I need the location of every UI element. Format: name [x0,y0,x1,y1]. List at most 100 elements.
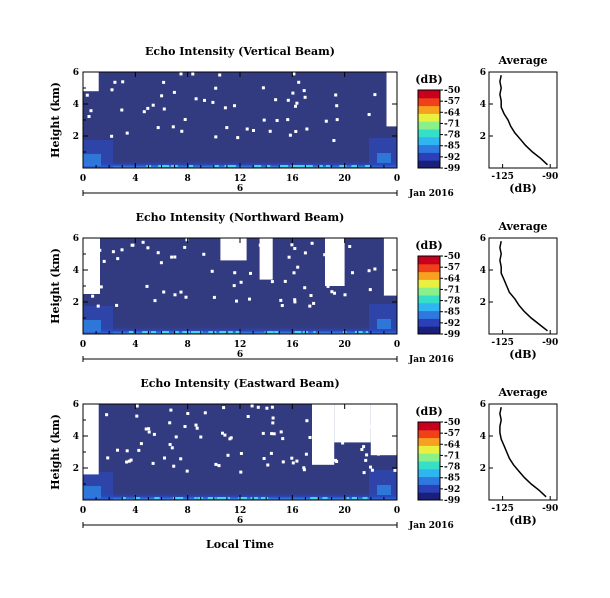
colorbar-swatch [418,492,440,501]
missing-data-pixel [333,291,336,295]
missing-data-pixel [214,86,218,90]
missing-data-pixel [89,109,93,113]
missing-data-pixel [261,86,265,90]
average-y-tick-label: 2 [480,298,486,308]
missing-data-pixel [304,452,308,456]
missing-data-pixel [156,251,160,255]
y-tick-label: 2 [73,464,79,474]
colorbar-swatch [418,445,440,454]
missing-data-region [83,404,99,475]
ground-echo-speck [365,165,370,167]
colorbar-frame [417,89,441,169]
missing-data-pixel [250,404,254,408]
missing-data-pixel [87,247,91,251]
ground-echo-speck [322,497,328,499]
missing-data-pixel [141,240,145,244]
colorbar-swatch [418,105,440,114]
colorbar-swatch [418,144,440,153]
colorbar-tick-label: -99 [444,496,460,506]
missing-data-pixel [293,300,297,304]
missing-data-pixel [218,73,222,77]
missing-data-pixel [233,104,236,108]
average-y-tick-label: 2 [480,464,486,474]
missing-data-pixel [333,256,337,260]
missing-data-pixel [125,460,129,464]
missing-data-pixel [245,127,249,131]
missing-data-pixel [286,98,290,102]
x-tick-label: 0 [80,340,86,350]
average-x-tick-label: -90 [542,172,558,182]
missing-data-pixel [168,443,172,446]
missing-data-region [312,404,335,465]
missing-data-pixel [334,93,338,97]
ground-echo-speck [293,165,298,167]
missing-data-pixel [111,250,115,254]
missing-data-pixel [194,423,198,427]
y-tick-label: 6 [73,400,79,410]
colorbar-tick-label: -57 [444,263,460,273]
missing-data-pixel [174,435,178,439]
missing-data-pixel [364,427,368,431]
missing-data-pixel [214,135,218,139]
missing-data-pixel [293,298,297,302]
missing-data-pixel [270,405,274,409]
missing-data-pixel [365,453,369,457]
missing-data-pixel [295,459,299,463]
missing-data-pixel [318,408,322,412]
colorbar-tick-label: -85 [444,474,460,484]
y-tick-label: 4 [73,266,79,276]
ground-echo-speck [220,497,228,499]
missing-data-pixel [127,459,131,463]
missing-data-pixel [279,298,283,302]
missing-data-pixel [159,261,163,265]
missing-data-pixel [258,243,262,247]
colorbar-swatch [418,279,440,288]
average-profile-line [499,75,549,166]
ground-echo-speck [158,165,163,167]
missing-data-pixel [348,419,352,423]
missing-data-pixel [98,248,102,252]
missing-data-pixel [351,271,354,275]
ground-echo-speck [295,331,302,333]
missing-data-pixel [183,245,187,249]
colorbar-tick-label: -71 [444,285,460,295]
early-echo-core [83,154,101,166]
missing-data-pixel [309,294,313,297]
missing-data-pixel [364,458,368,462]
x-tick-label: 20 [338,174,351,184]
missing-data-pixel [268,129,272,133]
missing-data-pixel [236,136,240,140]
missing-data-pixel [373,267,377,271]
y-tick-label: 2 [73,298,79,308]
missing-data-pixel [86,424,89,428]
ground-echo-speck [187,331,190,333]
missing-data-pixel [183,425,187,428]
colorbar-label: (dB) [415,239,442,252]
missing-data-pixel [265,406,269,410]
colorbar-tick-label: -92 [444,319,460,329]
average-profile-line [499,407,547,498]
colorbar-swatch [418,422,440,431]
missing-data-pixel [340,281,344,285]
y-tick-label: 4 [73,100,79,110]
missing-data-pixel [367,113,371,116]
missing-data-pixel [99,285,103,289]
x-tick-label: 8 [185,340,191,350]
colorbar-tick-label: -78 [444,297,460,307]
missing-data-pixel [135,414,139,418]
date-month-label: Jan 2016 [408,355,454,365]
ground-echo-speck [238,497,245,499]
missing-data-pixel [384,438,388,442]
x-tick-label: 20 [338,340,351,350]
missing-data-pixel [305,127,309,131]
average-frame [488,71,558,169]
missing-data-pixel [337,267,341,271]
average-y-tick-label: 6 [480,68,486,78]
missing-data-pixel [223,433,227,437]
missing-data-pixel [217,464,221,468]
missing-data-pixel [362,445,366,449]
missing-data-pixel [135,404,139,408]
colorbar-swatch [418,453,440,462]
missing-data-pixel [162,80,166,84]
